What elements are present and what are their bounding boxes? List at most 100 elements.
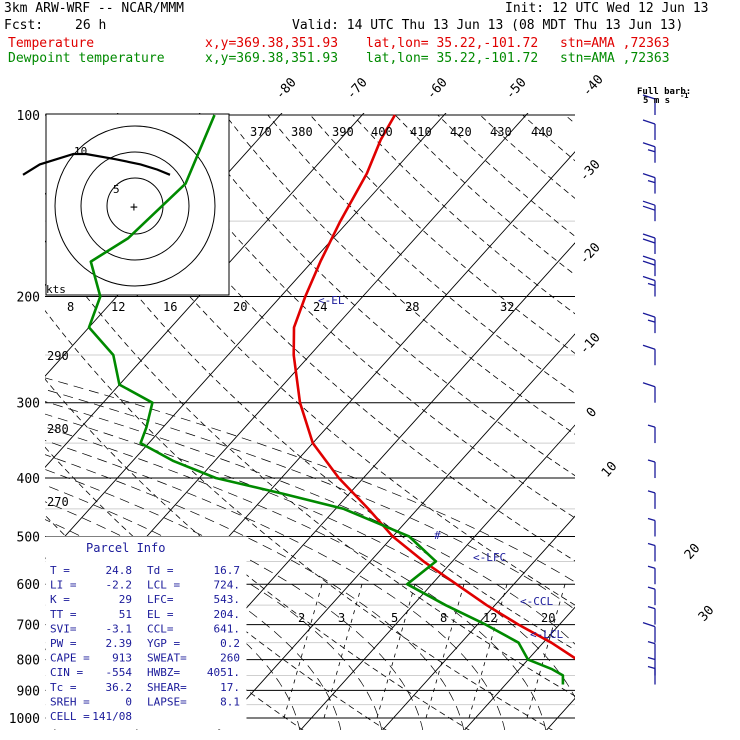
barb-half bbox=[647, 565, 656, 569]
wind-barb-650 bbox=[647, 586, 656, 606]
dry-adiabat-450 bbox=[608, 115, 740, 731]
parcel-row-2-label2: LFC= bbox=[147, 593, 174, 606]
parcel-row-5-value2: 0.2 bbox=[220, 637, 240, 650]
mixing-ratio-line-2 bbox=[376, 584, 416, 719]
parcel-row-3-label1: TT = bbox=[50, 608, 77, 621]
barb-full bbox=[642, 260, 656, 266]
parcel-row-9-label1: SREH = bbox=[50, 695, 90, 708]
hodograph: + 5 10 kts bbox=[22, 113, 230, 296]
parcel-row-8-label2: SHEAR= bbox=[147, 681, 187, 694]
barb-half bbox=[647, 665, 656, 670]
dry-adiabat-400 bbox=[394, 114, 575, 276]
hodograph-ring-label-5: 5 bbox=[113, 183, 120, 196]
parcel-row-4-label2: CCL= bbox=[147, 622, 174, 635]
init-time: Init: 12 UTC Wed 12 Jun 13 bbox=[505, 1, 709, 16]
parcel-row-6-label2: SWEAT= bbox=[147, 652, 187, 665]
barb-full bbox=[642, 200, 656, 206]
wind-barb-400 bbox=[647, 459, 656, 479]
parcel-row-7-value2: 4051. bbox=[207, 666, 240, 679]
wet-bulb-label-0: 290 bbox=[47, 349, 69, 363]
isotherm-label-8: 0 bbox=[584, 405, 600, 421]
dry-adiabat-410 bbox=[437, 114, 575, 237]
lfc-tick: # bbox=[434, 529, 441, 542]
ccl-marker: <-CCL bbox=[520, 595, 553, 608]
isotherm-30 bbox=[628, 102, 740, 731]
parcel-row-9-value2: 8.1 bbox=[220, 695, 240, 708]
dewpoint-legend: Dewpoint temperature bbox=[8, 51, 165, 66]
mixing-ratio-label-0: 2 bbox=[298, 611, 305, 625]
mixing-ratio-label-1: 3 bbox=[338, 611, 345, 625]
wet-bulb-label-1: 280 bbox=[47, 422, 69, 436]
hodograph-center-mark: + bbox=[130, 200, 138, 215]
barb-half bbox=[647, 640, 656, 645]
dry-adiabat-label-1: 380 bbox=[291, 125, 313, 139]
barb-full bbox=[642, 142, 656, 148]
dewpoint-trace bbox=[87, 114, 565, 685]
isotherm--60 bbox=[45, 113, 447, 560]
parcel-row-1-value2: 724. bbox=[214, 579, 241, 592]
isotherm-40 bbox=[710, 102, 740, 731]
barb-half bbox=[647, 656, 656, 661]
parcel-row-7-label1: CIN = bbox=[50, 666, 83, 679]
parcel-row-0-label2: Td = bbox=[147, 564, 174, 577]
hodograph-ring-15 bbox=[54, 125, 216, 287]
barb-full bbox=[642, 233, 656, 239]
hodograph-trace bbox=[22, 152, 171, 176]
parcel-row-0-value1: 24.8 bbox=[106, 564, 133, 577]
moist-adiabat-0 bbox=[45, 484, 383, 730]
barb-full bbox=[642, 622, 656, 628]
hodograph-line bbox=[22, 152, 171, 176]
isotherm-label-0: -80 bbox=[273, 75, 300, 102]
dry-adiabat-290 bbox=[45, 309, 553, 730]
mixing-ratio-line-4 bbox=[468, 584, 508, 719]
barb-half bbox=[647, 149, 656, 153]
parcel-row-2-value1: 29 bbox=[119, 593, 132, 606]
isotherm--70 bbox=[45, 113, 365, 469]
dry-adiabat-label-5: 420 bbox=[450, 125, 472, 139]
barb-full bbox=[642, 94, 656, 100]
moist-adiabat-30 bbox=[45, 401, 575, 645]
wind-barb-750 bbox=[642, 622, 656, 643]
moist-adiabat-label-4: 24 bbox=[313, 300, 327, 314]
barb-legend-unit: -1 bbox=[680, 92, 688, 100]
parcel-info-background bbox=[45, 536, 247, 730]
isotherm--10 bbox=[300, 424, 575, 730]
dry-adiabat-370 bbox=[267, 114, 575, 394]
isotherm-label-10: 20 bbox=[682, 541, 704, 563]
moist-adiabat-label-6: 32 bbox=[500, 300, 514, 314]
parcel-row-3-label2: EL = bbox=[147, 608, 174, 621]
dry-adiabat-420 bbox=[479, 114, 575, 199]
header: 3km ARW-WRF -- NCAR/MMM Init: 12 UTC Wed… bbox=[0, 0, 740, 70]
profile-traces bbox=[87, 114, 575, 685]
wet-bulb-label-2: 270 bbox=[47, 495, 69, 509]
wind-barb-185 bbox=[642, 255, 656, 277]
parcel-row-7-label2: HWBZ= bbox=[147, 666, 180, 679]
dry-adiabat-330 bbox=[97, 114, 575, 562]
moist-adiabat-15 bbox=[45, 440, 506, 730]
wind-barbs bbox=[642, 94, 656, 685]
barb-full bbox=[642, 312, 656, 318]
dry-adiabat-label-3: 400 bbox=[371, 125, 393, 139]
barb-half bbox=[647, 424, 656, 428]
moist-adiabat-20 bbox=[45, 426, 547, 730]
isotherm-label-4: -40 bbox=[580, 72, 607, 99]
level-markers: <-EL # <-LFC <-CCL <-LCL bbox=[318, 294, 563, 641]
forecast-hour: 26 h bbox=[75, 18, 107, 33]
mixing-ratio-label-4: 12 bbox=[483, 611, 497, 625]
barb-legend-title: Full barb: bbox=[637, 87, 691, 97]
wind-barb-120 bbox=[642, 142, 656, 163]
dry-adiabat-label-6: 430 bbox=[490, 125, 512, 139]
parcel-row-8-value1: 36.2 bbox=[106, 681, 133, 694]
wind-barb-110 bbox=[642, 119, 656, 140]
temperature-trace bbox=[292, 114, 575, 660]
barb-full bbox=[642, 119, 656, 125]
parcel-row-6-value2: 260 bbox=[220, 652, 240, 665]
pressure-label-600: 600 bbox=[17, 578, 40, 593]
parcel-row-5-label2: YGP = bbox=[147, 637, 180, 650]
wind-barb-300 bbox=[642, 382, 656, 403]
parcel-row-0-value2: 16.7 bbox=[214, 564, 241, 577]
pressure-label-100: 100 bbox=[17, 109, 40, 124]
mixing-ratio-line-1 bbox=[323, 584, 363, 719]
isotherm-20 bbox=[546, 697, 575, 730]
parcel-row-10-value1: 141/08 bbox=[92, 710, 132, 723]
